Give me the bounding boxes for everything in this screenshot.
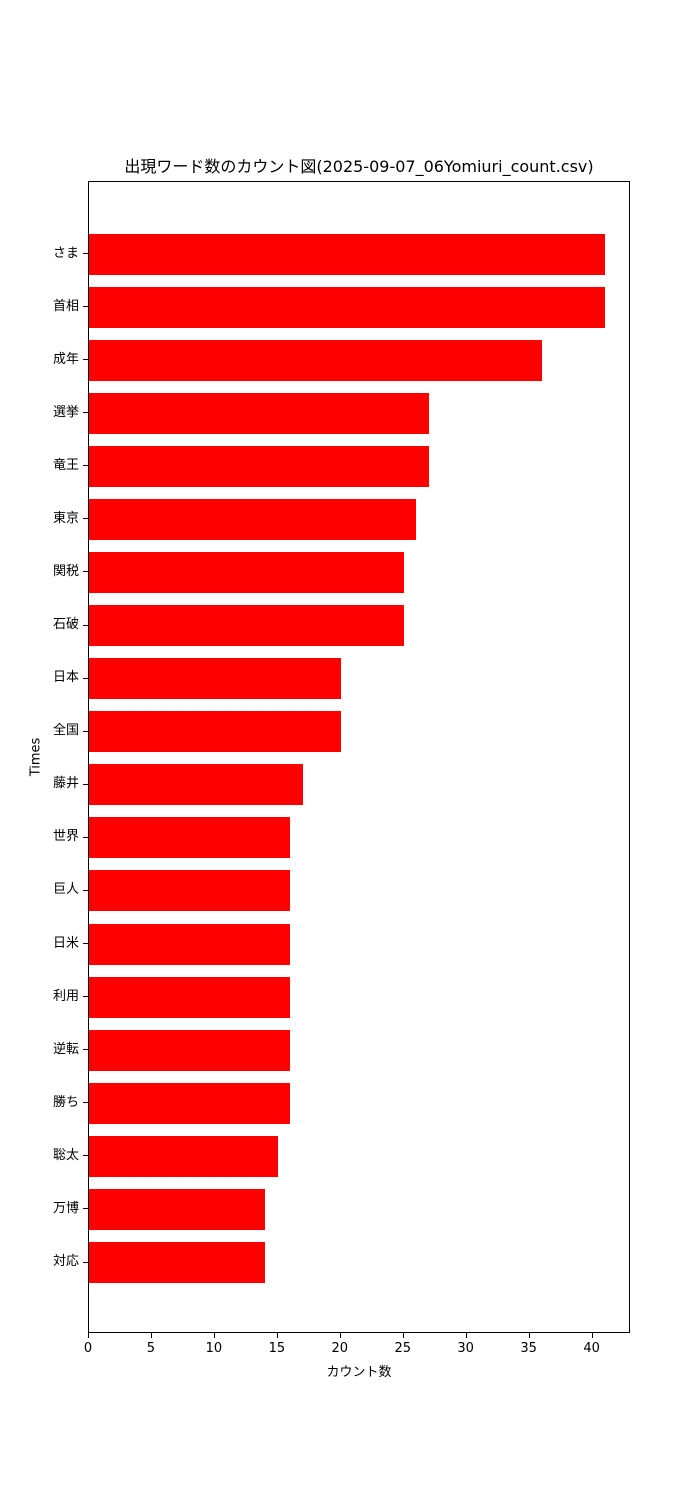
y-tick-label-8: 日本 [52, 670, 79, 686]
y-tick-mark-13 [83, 943, 88, 945]
y-tick-mark-7 [83, 624, 88, 626]
bar-8 [89, 658, 341, 700]
y-tick-label-2: 成年 [52, 351, 79, 367]
y-tick-label-18: 万博 [52, 1200, 79, 1216]
x-tick-mark-1 [150, 1333, 152, 1338]
chart-title: 出現ワード数のカウント図(2025-09-07_06Yomiuri_count.… [124, 157, 594, 176]
x-tick-mark-4 [339, 1333, 341, 1338]
x-tick-label-1: 5 [146, 1341, 156, 1356]
bar-5 [89, 498, 417, 540]
bar-13 [89, 923, 291, 965]
bar-7 [89, 605, 404, 647]
x-tick-mark-0 [88, 1333, 89, 1338]
bar-17 [89, 1135, 278, 1177]
x-tick-label-2: 10 [205, 1341, 223, 1356]
bar-2 [89, 339, 543, 381]
x-tick-mark-8 [591, 1333, 593, 1338]
x-tick-mark-6 [465, 1333, 467, 1338]
y-tick-label-5: 東京 [52, 510, 79, 526]
y-tick-mark-16 [83, 1102, 88, 1104]
bar-18 [89, 1188, 266, 1230]
y-tick-mark-1 [83, 306, 88, 308]
y-tick-label-16: 勝ち [52, 1094, 79, 1110]
bar-1 [89, 286, 606, 328]
bar-11 [89, 817, 291, 859]
y-tick-label-12: 巨人 [52, 882, 79, 898]
y-tick-mark-3 [83, 412, 88, 414]
y-tick-label-19: 対応 [52, 1254, 79, 1270]
y-tick-label-7: 石破 [52, 617, 79, 633]
y-tick-label-15: 逆転 [52, 1041, 79, 1057]
x-tick-label-7: 35 [520, 1341, 537, 1356]
y-tick-mark-11 [83, 836, 88, 838]
y-tick-label-6: 関税 [52, 563, 79, 579]
x-tick-mark-5 [402, 1333, 404, 1338]
bar-9 [89, 711, 341, 753]
y-tick-label-17: 聡太 [52, 1147, 79, 1163]
y-tick-mark-0 [83, 253, 88, 254]
y-tick-label-4: 竜王 [52, 457, 79, 473]
bar-0 [89, 233, 606, 275]
y-tick-mark-12 [83, 889, 88, 891]
y-tick-mark-14 [83, 996, 88, 998]
x-tick-mark-3 [276, 1333, 278, 1338]
y-tick-mark-6 [83, 571, 88, 573]
y-tick-label-3: 選挙 [52, 404, 79, 420]
x-tick-label-8: 40 [583, 1341, 600, 1356]
y-tick-label-13: 日米 [52, 935, 79, 951]
y-tick-label-0: さま [52, 245, 79, 261]
y-tick-mark-8 [83, 677, 88, 679]
x-tick-label-4: 20 [331, 1341, 349, 1356]
y-tick-mark-18 [83, 1208, 88, 1210]
plot-area [88, 181, 630, 1333]
y-tick-mark-15 [83, 1049, 88, 1051]
y-tick-label-9: 全国 [52, 723, 79, 739]
x-tick-label-0: 0 [83, 1341, 93, 1356]
bar-16 [89, 1082, 291, 1124]
y-tick-mark-5 [83, 518, 88, 520]
bar-4 [89, 445, 429, 487]
y-tick-mark-2 [83, 359, 88, 361]
bar-3 [89, 392, 429, 434]
y-tick-label-14: 利用 [52, 988, 79, 1004]
bar-14 [89, 976, 291, 1018]
y-tick-mark-19 [83, 1261, 88, 1263]
y-tick-label-11: 世界 [52, 829, 79, 845]
x-tick-label-5: 25 [394, 1341, 412, 1356]
bar-19 [89, 1242, 266, 1284]
y-tick-mark-17 [83, 1155, 88, 1157]
bar-10 [89, 764, 304, 806]
bar-6 [89, 551, 404, 593]
x-tick-mark-2 [213, 1333, 215, 1338]
y-tick-label-10: 藤井 [52, 776, 79, 792]
y-tick-mark-10 [83, 783, 88, 785]
bar-12 [89, 870, 291, 912]
x-tick-label-6: 30 [457, 1341, 474, 1356]
y-tick-mark-9 [83, 730, 88, 732]
x-tick-label-3: 15 [268, 1341, 286, 1356]
x-axis-label: カウント数 [326, 1365, 392, 1380]
bar-15 [89, 1029, 291, 1071]
y-axis-label: Times [28, 737, 44, 777]
y-tick-label-1: 首相 [52, 298, 79, 314]
x-tick-mark-7 [528, 1333, 530, 1338]
y-tick-mark-4 [83, 465, 88, 467]
